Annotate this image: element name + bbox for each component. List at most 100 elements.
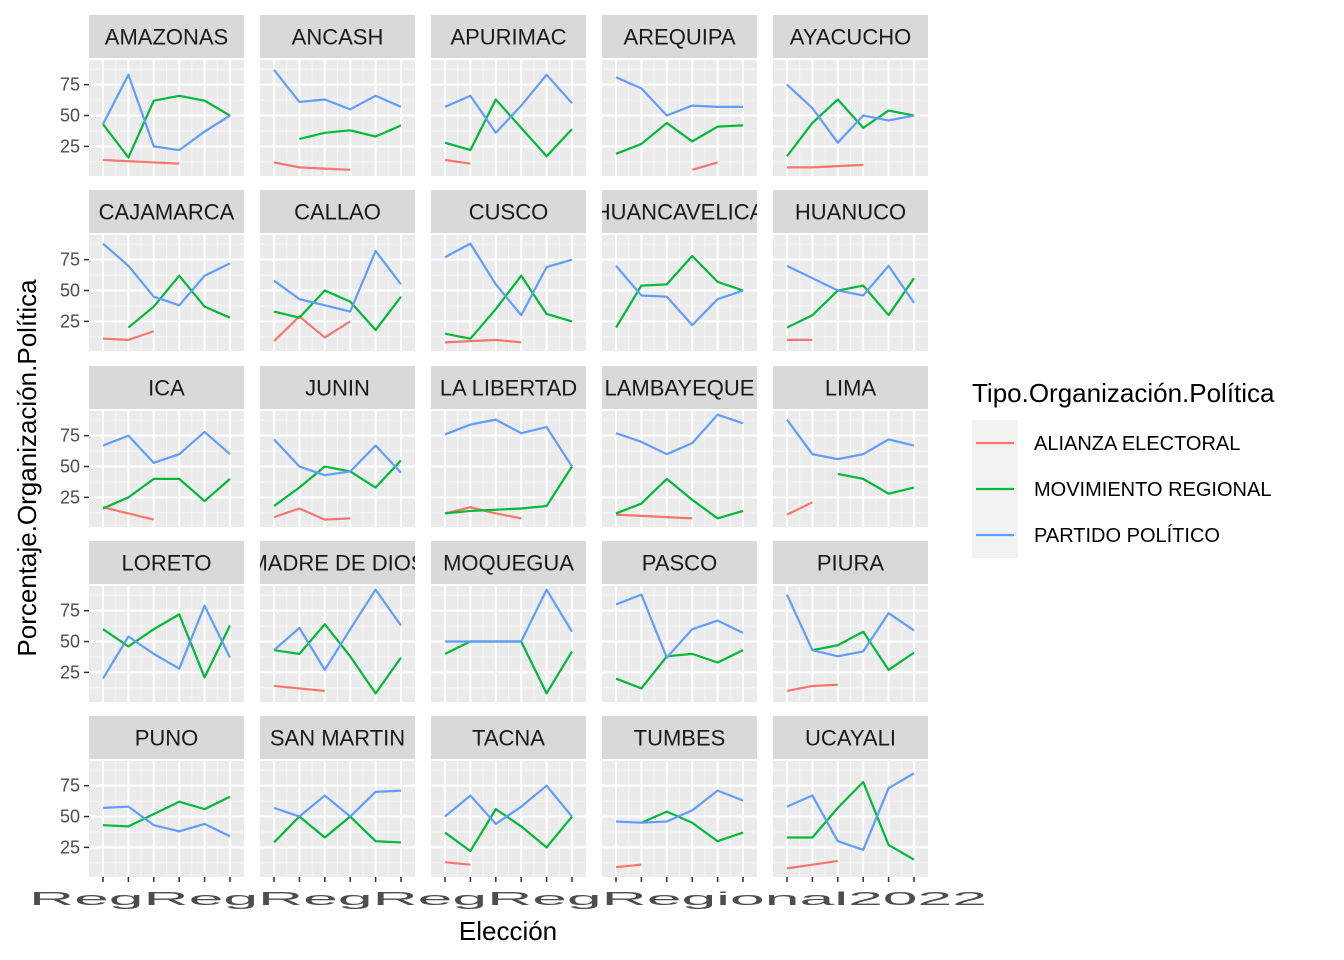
series-line-partido [273, 789, 402, 818]
y-tick-label: 25 [60, 487, 80, 507]
series-line-partido [102, 73, 231, 152]
legend-item-label: PARTIDO POLÍTICO [1034, 524, 1220, 547]
facet-panel: CAJAMARCA 25 50 75 [60, 190, 244, 351]
facet-strip-label: MADRE DE DIOS [249, 551, 425, 576]
facet-panel: MADRE DE DIOS [249, 541, 425, 702]
series-line-partido [273, 588, 402, 672]
facet-panel: AREQUIPA [602, 15, 757, 176]
y-tick-label: 75 [60, 601, 80, 621]
facet-strip-label: CUSCO [469, 200, 548, 225]
facet-panel: LAMBAYEQUE [602, 366, 757, 527]
facet-panel: APURIMAC [431, 15, 586, 176]
facet-strip [260, 15, 415, 58]
facet-panel: ANCASH [260, 15, 415, 176]
series-line-movimiento [273, 623, 402, 695]
facet-strip [431, 15, 586, 58]
facet-strip [260, 541, 415, 584]
facet-strip-label: MOQUEGUA [443, 551, 574, 576]
facet-panel: LIMA [773, 366, 928, 527]
series-line-movimiento [102, 477, 231, 510]
facet-panel: LORETO 25 50 75 [60, 541, 244, 702]
y-tick-label: 50 [60, 632, 80, 652]
y-tick-label: 25 [60, 662, 80, 682]
facet-strip [602, 366, 757, 409]
x-tick-labels: RegRegRegRegRegRegional2022 [29, 889, 987, 909]
facet-panel: LA LIBERTAD [431, 366, 586, 527]
series-line-movimiento [786, 98, 915, 157]
series-line-alianza [786, 859, 838, 870]
series-line-partido [786, 264, 915, 304]
series-line-partido [102, 604, 231, 680]
series-line-movimiento [615, 254, 744, 329]
series-line-alianza [444, 861, 471, 866]
series-line-partido [102, 242, 231, 307]
legend-item-label: ALIANZA ELECTORAL [1034, 433, 1240, 455]
series-line-partido [102, 430, 231, 464]
series-line-alianza [691, 161, 718, 171]
facet-panel: SAN MARTIN [260, 716, 415, 882]
legend-item-label: MOVIMIENTO REGIONAL [1034, 479, 1271, 501]
facet-strip-label: PASCO [642, 551, 717, 576]
series-line-partido [786, 772, 915, 851]
series-line-alianza [615, 863, 642, 869]
facet-strip-label: PIURA [817, 551, 885, 576]
series-line-partido [445, 588, 573, 643]
series-line-alianza [102, 158, 180, 165]
series-line-partido [786, 418, 915, 461]
series-line-partido [102, 805, 231, 838]
series-line-partido [273, 438, 402, 477]
facet-strip-label: TACNA [472, 726, 545, 751]
facet-strip-label: LAMBAYEQUE [605, 376, 755, 401]
series-line-movimiento [444, 98, 573, 158]
facet-strip-label: SAN MARTIN [270, 726, 405, 751]
facet-strip-label: AMAZONAS [105, 25, 228, 50]
facet-strip-label: CAJAMARCA [99, 200, 235, 225]
series-line-partido [444, 242, 573, 317]
series-line-alianza [787, 163, 864, 169]
facet-strip [89, 541, 244, 584]
series-line-alianza [273, 507, 351, 521]
facet-strip-label: APURIMAC [450, 25, 566, 50]
facet-strip [89, 716, 244, 759]
series-line-alianza [102, 330, 155, 341]
series-line-alianza [444, 158, 471, 165]
facet-panel: HUANCAVELICA [602, 190, 757, 351]
series-line-alianza [444, 338, 522, 344]
series-line-alianza [273, 315, 351, 342]
facet-strip [89, 366, 244, 409]
facet-strip [260, 716, 415, 759]
facet-strip [773, 541, 928, 584]
series-line-movimiento [444, 808, 573, 853]
series-line-partido [273, 249, 402, 313]
facet-strip-label: LIMA [825, 376, 877, 401]
x-axis-title: Elección [459, 916, 557, 946]
series-line-movimiento [444, 274, 573, 340]
facet-strip [260, 366, 415, 409]
y-tick-label: 75 [60, 250, 80, 270]
facet-strip-label: TUMBES [634, 726, 726, 751]
facet-strip [602, 716, 757, 759]
legend: Tipo.Organización.Política ALIANZA ELECT… [972, 378, 1275, 558]
facet-strip [89, 190, 244, 233]
series-line-movimiento [273, 289, 402, 332]
y-tick-label: 25 [60, 837, 80, 857]
y-tick-label: 75 [60, 75, 80, 95]
series-line-movimiento [787, 780, 915, 861]
facet-strip [431, 541, 586, 584]
facet-strip [431, 190, 586, 233]
facet-strip-label: AYACUCHO [790, 25, 911, 50]
facet-panel: CUSCO [431, 190, 586, 351]
series-line-partido [785, 594, 915, 658]
facet-strip-label: HUANUCO [795, 200, 906, 225]
facet-strip [773, 716, 928, 759]
facet-panel: PUNO 25 50 75 [60, 716, 244, 882]
series-line-movimiento [615, 121, 744, 155]
series-line-partido [444, 784, 573, 826]
facet-strip [602, 15, 757, 58]
facet-strip-label: LA LIBERTAD [440, 376, 577, 401]
series-line-alianza [273, 684, 325, 692]
series-line-movimiento [640, 810, 744, 843]
facet-strip [431, 366, 586, 409]
facet-strip [260, 190, 415, 233]
